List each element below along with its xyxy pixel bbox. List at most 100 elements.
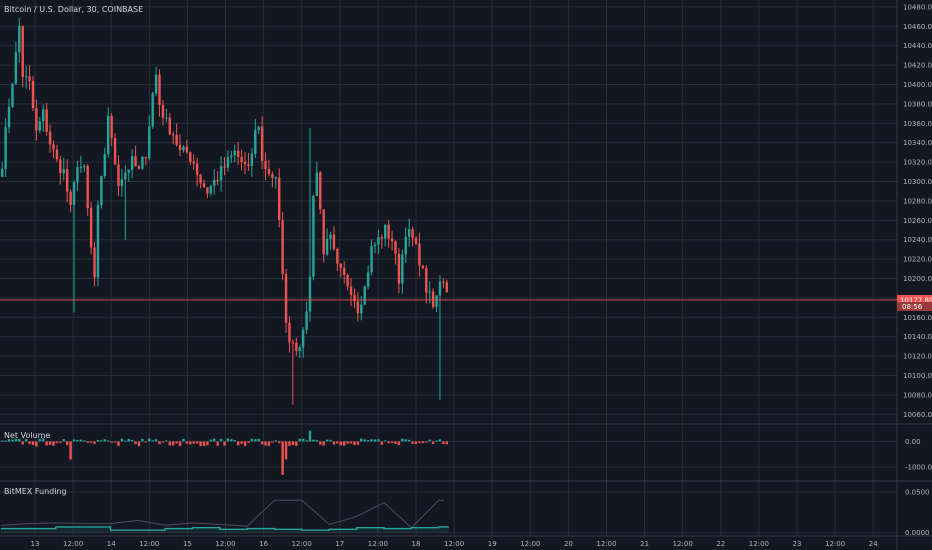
price-candle — [431, 291, 435, 307]
volume-bar — [18, 439, 21, 442]
volume-bar — [161, 441, 165, 443]
price-candle — [202, 183, 206, 188]
price-candle — [401, 254, 404, 284]
time-tick-label: 12:00 — [215, 540, 235, 548]
price-candle — [288, 322, 291, 343]
price-candle — [346, 274, 349, 287]
price-candle — [130, 156, 134, 170]
volume-bar — [230, 439, 233, 442]
volume-bar — [387, 441, 390, 444]
price-candle — [14, 52, 18, 84]
volume-bar — [298, 438, 301, 442]
volume-bar — [250, 438, 254, 442]
price-candle — [442, 281, 445, 283]
funding-pane[interactable] — [0, 499, 450, 533]
price-candle — [387, 224, 390, 239]
volume-bar — [319, 441, 322, 445]
time-tick-label: 12:00 — [368, 540, 388, 548]
time-tick-label: 14 — [107, 540, 116, 548]
volume-bar — [257, 438, 260, 442]
volume-bar — [28, 441, 31, 445]
price-axis[interactable]: 10060.00 10080.00 10100.00 10120.00 10140.00… — [903, 3, 932, 537]
volume-bar — [339, 441, 342, 446]
volume-bar — [305, 440, 308, 442]
funding-area — [1, 528, 29, 533]
price-tick-label: 10400.00 — [903, 81, 932, 89]
volume-bar — [45, 441, 48, 446]
volume-bar — [380, 441, 384, 445]
price-candle — [226, 157, 230, 168]
time-tick-label: 12:00 — [749, 540, 769, 548]
price-candle — [24, 76, 28, 78]
time-tick-label: 16 — [259, 540, 268, 548]
volume-bar — [223, 441, 226, 446]
time-tick-label: 12:00 — [292, 540, 312, 548]
funding-area — [329, 529, 357, 533]
pane-separators[interactable] — [0, 423, 932, 537]
price-candle — [83, 166, 86, 168]
funding-area — [55, 526, 84, 533]
funding-area — [411, 527, 439, 533]
volume-bar — [120, 438, 124, 442]
price-candle — [1, 168, 4, 177]
volume-bar — [76, 439, 79, 442]
time-tick-label: 12:00 — [520, 540, 540, 548]
volume-bar — [21, 441, 24, 445]
volume-bar — [394, 441, 397, 444]
volume-bar — [322, 441, 325, 446]
volume-bar — [89, 441, 93, 443]
funding-area — [219, 529, 248, 533]
price-tick-label: 10160.00 — [903, 314, 932, 322]
price-candle — [7, 106, 11, 128]
price-candle — [274, 177, 277, 179]
time-axis[interactable]: 13 12:00 14 12:00 15 12:00 16 12:00 17 12:00 18 12:… — [31, 540, 879, 548]
price-tick-label: 10100.00 — [903, 372, 932, 380]
price-candle — [86, 166, 89, 209]
volume-bar — [175, 441, 178, 444]
price-candle — [117, 164, 120, 187]
funding-area — [247, 528, 275, 533]
volume-bar — [336, 441, 339, 444]
price-candle — [18, 25, 21, 53]
volume-bar — [168, 441, 171, 446]
time-tick-label: 19 — [488, 540, 497, 548]
price-candle — [250, 153, 254, 166]
price-candle — [336, 248, 339, 264]
volume-bar — [435, 440, 438, 442]
time-tick-label: 12:00 — [673, 540, 693, 548]
net-volume-label: Net Volume — [4, 431, 50, 440]
funding-predicted-line — [0, 499, 444, 529]
volume-bar — [178, 441, 182, 446]
funding-area — [165, 528, 193, 533]
volume-bar — [264, 441, 267, 446]
price-candle — [223, 166, 226, 168]
funding-area — [192, 527, 220, 533]
price-candle — [127, 169, 130, 173]
volume-bar — [404, 439, 407, 442]
volume-bar — [202, 441, 206, 447]
price-candle — [216, 179, 219, 181]
volume-bar — [366, 440, 370, 442]
price-tick-label: 10280.00 — [903, 197, 932, 205]
price-candle — [435, 295, 438, 307]
volume-bar — [192, 441, 195, 444]
price-candle — [339, 263, 342, 269]
volume-bar — [65, 441, 69, 446]
time-tick-label: 20 — [564, 540, 573, 548]
volume-bar — [79, 439, 83, 442]
price-candle — [373, 244, 377, 247]
volume-bar — [158, 441, 161, 445]
time-tick-label: 12:00 — [139, 540, 159, 548]
volume-pane[interactable] — [1, 430, 448, 475]
volume-bar — [130, 440, 134, 442]
price-candle — [72, 182, 76, 205]
price-pane[interactable] — [0, 17, 897, 405]
price-candle — [257, 126, 260, 131]
price-candle — [425, 268, 428, 293]
price-candle — [178, 144, 182, 151]
price-candle — [93, 247, 96, 278]
chart-title: Bitcoin / U.S. Dollar, 30, COINBASE — [4, 5, 143, 14]
price-candle — [319, 172, 322, 210]
volume-bar — [343, 441, 346, 446]
